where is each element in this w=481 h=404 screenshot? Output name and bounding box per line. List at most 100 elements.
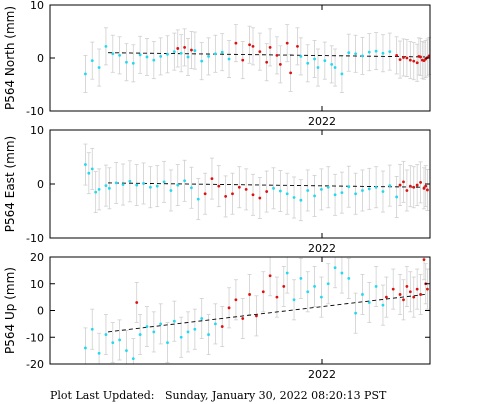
east-data-point [203, 192, 207, 196]
north-data-point [402, 56, 405, 59]
y-tick-label: 0 [37, 52, 44, 65]
east-data-point [415, 183, 419, 187]
east-data-point [402, 180, 405, 184]
up-data-point [261, 290, 265, 294]
up-data-point [152, 330, 156, 334]
up-data-point [412, 295, 416, 299]
up-data-point [166, 341, 169, 344]
up-data-point [333, 266, 337, 270]
east-data-point [155, 184, 159, 188]
east-data-point [90, 167, 94, 171]
north-data-point [200, 59, 204, 63]
north-data-point [241, 58, 245, 62]
up-data-point [426, 287, 429, 291]
up-data-point [220, 325, 224, 328]
east-data-point [114, 181, 118, 185]
x-tick-label: 2022 [308, 242, 336, 255]
north-data-point [213, 52, 217, 56]
y-tick-label: -10 [26, 232, 44, 245]
north-data-point [104, 44, 108, 48]
up-data-point [172, 319, 176, 323]
up-data-point [84, 346, 87, 350]
up-data-point [402, 298, 405, 302]
y-tick-label: -10 [26, 105, 44, 118]
east-data-point [422, 186, 426, 190]
north-data-point [323, 59, 327, 63]
east-data-point [84, 163, 87, 166]
east-data-point [306, 189, 310, 192]
east-data-point [265, 190, 269, 193]
up-data-point [381, 303, 385, 307]
north-data-point [415, 61, 419, 65]
up-data-point [200, 317, 204, 320]
up-data-point [354, 311, 357, 315]
east-data-point [135, 183, 139, 187]
north-data-point [145, 55, 149, 59]
east-data-point [361, 189, 364, 192]
east-data-point [326, 185, 330, 189]
y-tick-label: 10 [30, 278, 44, 291]
up-data-point [391, 287, 395, 291]
north-data-point [296, 44, 299, 48]
up-data-point [299, 277, 303, 280]
north-data-point [172, 50, 176, 54]
east-data-point [426, 188, 429, 192]
east-data-point [398, 183, 402, 187]
east-data-point [149, 185, 152, 189]
north-data-point [299, 55, 303, 58]
up-data-point [313, 285, 316, 288]
east-data-point [162, 180, 166, 184]
east-data-point [278, 189, 282, 193]
north-plot-frame [49, 4, 431, 112]
east-panel: -10 0 10 2022 P564 East (mm) [3, 124, 431, 255]
north-data-point [412, 59, 416, 63]
north-data-point [313, 57, 316, 61]
north-data-point [183, 46, 187, 49]
y-tick-label: 0 [37, 305, 44, 318]
north-data-point [268, 46, 272, 49]
east-plot-frame [49, 129, 431, 239]
up-data-point [138, 333, 142, 336]
east-data-point [107, 186, 111, 190]
east-data-point [183, 179, 187, 183]
up-data-point [131, 357, 135, 361]
up-data-point [159, 322, 163, 326]
y-tick-label: 20 [30, 251, 44, 264]
east-data-point [190, 186, 193, 190]
east-data-point [424, 184, 428, 188]
north-data-point [111, 52, 115, 56]
north-data-point [125, 60, 128, 64]
up-data-point [125, 349, 128, 353]
north-data-point [248, 43, 251, 47]
east-data-point [285, 192, 289, 196]
last-updated-text: Plot Last Updated: Sunday, January 30, 2… [50, 389, 387, 402]
up-data-point [361, 293, 364, 296]
north-data-point [361, 54, 364, 58]
north-data-point [265, 60, 269, 64]
up-data-point [241, 317, 245, 320]
east-data-point [381, 190, 385, 193]
east-data-point [224, 195, 228, 198]
north-data-point [138, 53, 142, 57]
east-data-point [87, 171, 91, 175]
up-plot-frame [49, 256, 431, 365]
east-data-point [388, 184, 392, 188]
east-trend-line [107, 182, 426, 188]
up-data-point [398, 293, 402, 296]
north-data-point [207, 55, 210, 58]
north-data-point [340, 72, 344, 76]
north-data-point [159, 55, 163, 58]
x-tick-label: 2022 [308, 115, 336, 128]
north-data-point [405, 56, 409, 60]
up-data-point [193, 327, 197, 331]
north-data-point [306, 61, 310, 65]
north-data-point [152, 58, 156, 62]
north-panel: -10 0 10 2022 P564 North (mm) [3, 0, 432, 128]
north-data-point [330, 62, 334, 66]
north-data-point [347, 51, 351, 55]
up-trend-line [107, 294, 426, 333]
east-data-point [419, 180, 422, 184]
north-data-point [419, 55, 422, 59]
up-data-point [340, 271, 344, 275]
up-data-point [111, 341, 115, 344]
